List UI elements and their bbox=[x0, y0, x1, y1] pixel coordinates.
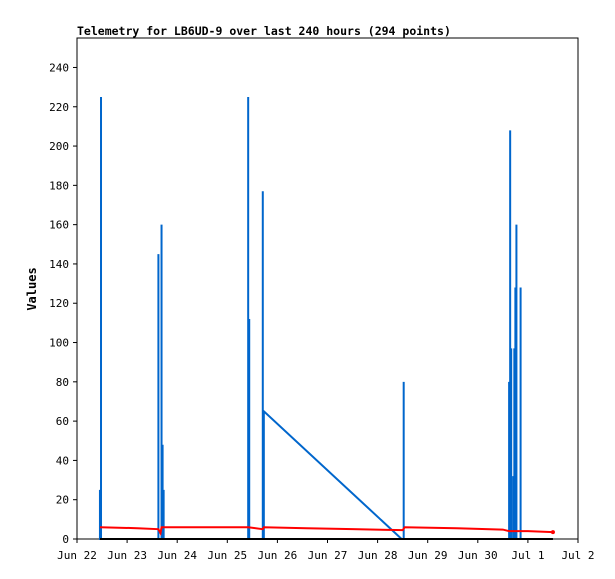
y-tick-label: 140 bbox=[49, 258, 69, 271]
y-tick-label: 160 bbox=[49, 219, 69, 232]
x-tick-label: Jun 29 bbox=[408, 549, 448, 562]
x-tick-label: Jun 26 bbox=[258, 549, 298, 562]
y-tick-label: 200 bbox=[49, 140, 69, 153]
chart-title: Telemetry for LB6UD-9 over last 240 hour… bbox=[77, 24, 451, 38]
x-tick-label: Jun 30 bbox=[458, 549, 498, 562]
y-tick-label: 80 bbox=[56, 376, 69, 389]
y-tick-label: 60 bbox=[56, 415, 69, 428]
x-tick-label: Jun 27 bbox=[308, 549, 348, 562]
x-tick-label: Jun 24 bbox=[157, 549, 197, 562]
x-tick-label: Jun 23 bbox=[107, 549, 147, 562]
series-layer bbox=[98, 96, 555, 540]
plot-frame bbox=[76, 37, 579, 540]
y-tick-label: 180 bbox=[49, 179, 69, 192]
y-tick-label: 40 bbox=[56, 454, 69, 467]
y-tick-label: 0 bbox=[62, 533, 69, 546]
x-tick-label: Jul 2 bbox=[561, 549, 594, 562]
series-endpoint bbox=[550, 530, 555, 535]
y-tick-label: 240 bbox=[49, 61, 69, 74]
x-tick-label: Jun 22 bbox=[57, 549, 97, 562]
y-tick-label: 220 bbox=[49, 101, 69, 114]
x-tick-label: Jul 1 bbox=[511, 549, 544, 562]
y-tick-label: 100 bbox=[49, 337, 69, 350]
y-tick-label: 120 bbox=[49, 297, 69, 310]
y-tick-label: 20 bbox=[56, 494, 69, 507]
y-axis-label: Values bbox=[25, 267, 39, 310]
axis-ticks: 0 20 40 60 80 100 120 140 160 180 200 220 240 Jun 22 J… bbox=[49, 61, 594, 562]
series-line-0 bbox=[98, 96, 522, 540]
x-tick-label: Jun 25 bbox=[207, 549, 247, 562]
series-line-1 bbox=[99, 526, 553, 537]
x-tick-label: Jun 28 bbox=[358, 549, 398, 562]
